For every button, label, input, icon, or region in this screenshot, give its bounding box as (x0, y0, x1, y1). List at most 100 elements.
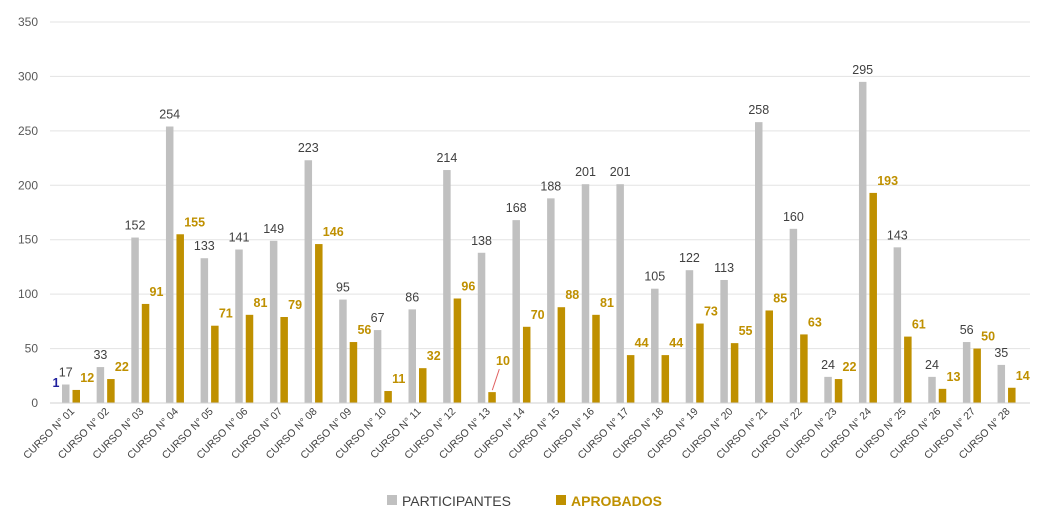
y-tick-label: 300 (18, 69, 38, 83)
bar-participantes (443, 170, 451, 403)
data-label-aprobados: 81 (254, 296, 268, 310)
data-label-aprobados: 61 (912, 318, 926, 332)
data-label-aprobados: 71 (219, 307, 233, 321)
bar-participantes (858, 81, 867, 403)
data-label-aprobados: 91 (150, 285, 164, 299)
bar-aprobados (834, 379, 843, 403)
legend-swatch-participantes (387, 495, 397, 505)
data-label-aprobados: 44 (669, 336, 683, 350)
bar-participantes (269, 240, 278, 403)
bar-participantes (96, 367, 105, 403)
data-label-aprobados: 155 (184, 215, 205, 229)
bar-aprobados (557, 307, 566, 403)
bar-participantes (581, 184, 590, 403)
legend-swatch-aprobados (556, 495, 566, 505)
data-label-aprobados: 44 (635, 336, 649, 350)
data-label-aprobados: 11 (392, 372, 405, 386)
data-label-aprobados: 55 (739, 324, 753, 338)
data-label-aprobados: 10 (496, 354, 510, 368)
bar-participantes (685, 270, 694, 403)
bar-participantes (304, 160, 313, 403)
bar-aprobados (349, 342, 358, 403)
y-tick-label: 100 (18, 287, 38, 301)
bar-aprobados (141, 303, 150, 403)
y-tick-label: 50 (25, 342, 39, 356)
data-label-participantes: 24 (925, 358, 939, 372)
y-tick-label: 250 (18, 124, 38, 138)
bar-aprobados (211, 325, 219, 403)
bar-aprobados (245, 314, 254, 403)
bar-aprobados (280, 317, 288, 403)
bar-participantes (651, 288, 659, 403)
bar-participantes (165, 126, 174, 403)
data-label-participantes: 258 (748, 103, 769, 117)
bar-participantes (616, 184, 624, 403)
data-label-participantes: 105 (644, 270, 665, 284)
data-label-aprobados: 85 (773, 291, 787, 305)
data-label-aprobados: 73 (704, 305, 718, 319)
data-label-aprobados: 22 (115, 360, 129, 374)
data-label-participantes: 188 (540, 179, 561, 193)
data-label-participantes: 149 (263, 222, 284, 236)
data-label-participantes: 201 (575, 165, 596, 179)
bar-aprobados (730, 343, 739, 403)
legend-label-participantes: PARTICIPANTES (402, 493, 511, 509)
data-label-aprobados: 88 (565, 288, 579, 302)
data-label-participantes: 86 (405, 290, 419, 304)
data-label-participantes: 17 (59, 365, 73, 379)
bar-participantes (720, 279, 728, 403)
bar-aprobados (72, 389, 80, 403)
bar-participantes (339, 299, 347, 403)
data-label-participantes: 138 (471, 234, 492, 248)
y-tick-label: 150 (18, 233, 38, 247)
bar-aprobados (800, 334, 808, 403)
data-label-aprobados: 146 (323, 225, 344, 239)
bar-participantes (200, 258, 209, 403)
data-label-participantes: 160 (783, 210, 804, 224)
y-tick-label: 350 (18, 15, 38, 29)
bar-aprobados (626, 355, 635, 403)
data-label-participantes: 168 (506, 201, 527, 215)
data-label-aprobados: 50 (981, 330, 995, 344)
bar-participantes (512, 220, 520, 403)
y-tick-label: 200 (18, 178, 38, 192)
data-label-participantes: 122 (679, 251, 700, 265)
data-label-participantes: 254 (159, 108, 180, 122)
data-label-aprobados: 22 (843, 360, 857, 374)
bar-participantes (997, 364, 1006, 403)
bar-aprobados (419, 368, 427, 403)
y-tick-label: 0 (31, 396, 38, 410)
bar-participantes (408, 309, 416, 403)
data-label-participantes: 33 (93, 348, 107, 362)
data-label-participantes: 295 (852, 63, 873, 77)
bar-aprobados (488, 392, 496, 403)
data-label-aprobados: 14 (1016, 369, 1030, 383)
bar-participantes (789, 228, 798, 403)
data-label-aprobados: 79 (288, 298, 302, 312)
data-label-participantes: 201 (610, 165, 631, 179)
data-label-participantes: 133 (194, 239, 215, 253)
bar-participantes (373, 330, 382, 403)
data-label-participantes: 56 (960, 323, 974, 337)
bar-aprobados (696, 323, 704, 403)
bar-participantes (131, 237, 139, 403)
data-label-participantes: 67 (371, 311, 385, 325)
bar-participantes (824, 376, 832, 403)
data-label-aprobados: 56 (357, 323, 371, 337)
data-label-aprobados: 32 (427, 349, 441, 363)
data-label-aprobados: 12 (80, 371, 94, 385)
bar-aprobados (869, 192, 877, 403)
bar-aprobados (765, 310, 773, 403)
data-label-participantes: 95 (336, 281, 350, 295)
data-label-participantes: 24 (821, 358, 835, 372)
bar-participantes (928, 376, 936, 403)
bar-aprobados (973, 348, 981, 403)
bar-participantes (62, 384, 70, 403)
bar-participantes (477, 252, 486, 403)
data-label-aprobados: 96 (461, 279, 475, 293)
data-label-participantes: 35 (994, 346, 1008, 360)
data-label-aprobados: 193 (877, 174, 898, 188)
data-label-aprobados: 63 (808, 315, 822, 329)
bar-participantes (962, 342, 971, 403)
